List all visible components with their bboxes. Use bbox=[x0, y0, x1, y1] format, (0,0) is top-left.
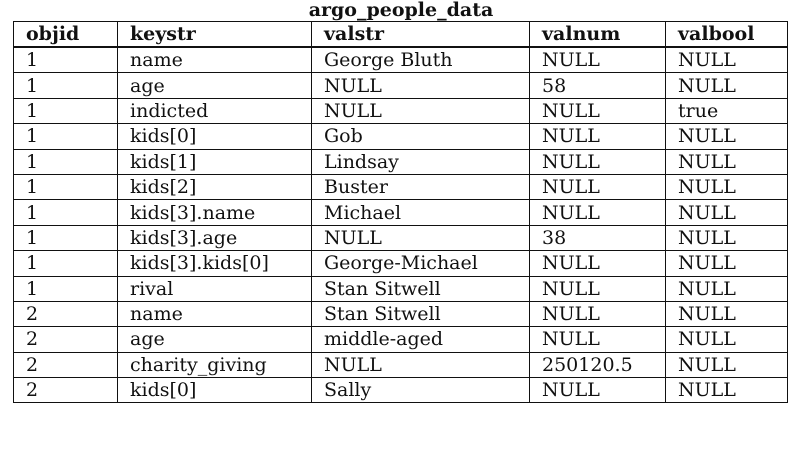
objid-cell: 1 bbox=[13, 72, 118, 99]
valnum-cell: NULL bbox=[529, 173, 666, 201]
keystr-cell: charity_giving bbox=[117, 351, 312, 379]
valstr-cell: Michael bbox=[311, 199, 530, 226]
table-row: 1 age NULL 58 NULL bbox=[13, 72, 788, 99]
valstr-cell: Lindsay bbox=[311, 148, 530, 175]
valstr-cell: middle-aged bbox=[311, 326, 530, 353]
column-header-valbool: valbool bbox=[665, 21, 788, 48]
table-row: 1 indicted NULL NULL true bbox=[13, 97, 788, 125]
table-caption: argo_people_data bbox=[308, 0, 494, 21]
objid-cell: 1 bbox=[13, 123, 118, 150]
valstr-cell: NULL bbox=[311, 224, 530, 252]
table-row: 1 kids[0] Gob NULL NULL bbox=[13, 123, 788, 150]
valbool-cell: NULL bbox=[665, 72, 788, 99]
table-row: 1 kids[3].kids[0] George-Michael NULL NULL bbox=[13, 250, 788, 277]
valnum-cell: 250120.5 bbox=[529, 351, 666, 379]
table-row: 1 rival Stan Sitwell NULL NULL bbox=[13, 275, 788, 302]
table-row: 1 kids[3].name Michael NULL NULL bbox=[13, 199, 788, 226]
valbool-cell: NULL bbox=[665, 123, 788, 150]
objid-cell: 2 bbox=[13, 351, 118, 379]
column-header-valnum: valnum bbox=[529, 21, 666, 48]
valbool-cell: NULL bbox=[665, 250, 788, 277]
keystr-cell: rival bbox=[117, 275, 312, 302]
keystr-cell: kids[0] bbox=[117, 377, 312, 404]
valstr-cell: Gob bbox=[311, 123, 530, 150]
valnum-cell: NULL bbox=[529, 250, 666, 277]
keystr-cell: name bbox=[117, 300, 312, 328]
objid-cell: 1 bbox=[13, 224, 118, 252]
objid-cell: 2 bbox=[13, 300, 118, 328]
valnum-cell: NULL bbox=[529, 46, 666, 74]
keystr-cell: age bbox=[117, 72, 312, 99]
objid-cell: 2 bbox=[13, 377, 118, 404]
valnum-cell: NULL bbox=[529, 275, 666, 302]
valbool-cell: NULL bbox=[665, 173, 788, 201]
table-row: 2 charity_giving NULL 250120.5 NULL bbox=[13, 351, 788, 379]
valbool-cell: NULL bbox=[665, 275, 788, 302]
keystr-cell: kids[3].name bbox=[117, 199, 312, 226]
valbool-cell: NULL bbox=[665, 148, 788, 175]
valbool-cell: true bbox=[665, 97, 788, 125]
valnum-cell: NULL bbox=[529, 300, 666, 328]
table-row: 1 name George Bluth NULL NULL bbox=[13, 46, 788, 74]
valnum-cell: NULL bbox=[529, 97, 666, 125]
keystr-cell: kids[3].kids[0] bbox=[117, 250, 312, 277]
valstr-cell: Sally bbox=[311, 377, 530, 404]
objid-cell: 1 bbox=[13, 250, 118, 277]
valbool-cell: NULL bbox=[665, 377, 788, 404]
objid-cell: 1 bbox=[13, 97, 118, 125]
table-row: 2 age middle-aged NULL NULL bbox=[13, 326, 788, 353]
table-row: 2 kids[0] Sally NULL NULL bbox=[13, 377, 788, 404]
objid-cell: 1 bbox=[13, 275, 118, 302]
keystr-cell: kids[1] bbox=[117, 148, 312, 175]
keystr-cell: kids[0] bbox=[117, 123, 312, 150]
keystr-cell: kids[3].age bbox=[117, 224, 312, 252]
valbool-cell: NULL bbox=[665, 199, 788, 226]
keystr-cell: kids[2] bbox=[117, 173, 312, 201]
valnum-cell: NULL bbox=[529, 199, 666, 226]
objid-cell: 1 bbox=[13, 199, 118, 226]
keystr-cell: age bbox=[117, 326, 312, 353]
valnum-cell: NULL bbox=[529, 123, 666, 150]
header-row: objid keystr valstr valnum valbool bbox=[13, 21, 788, 48]
objid-cell: 1 bbox=[13, 173, 118, 201]
valbool-cell: NULL bbox=[665, 46, 788, 74]
objid-cell: 1 bbox=[13, 46, 118, 74]
keystr-cell: name bbox=[117, 46, 312, 74]
objid-cell: 1 bbox=[13, 148, 118, 175]
column-header-objid: objid bbox=[13, 21, 118, 48]
table-body: 1 name George Bluth NULL NULL 1 age NULL 58 NULL 1… bbox=[13, 46, 788, 404]
valbool-cell: NULL bbox=[665, 326, 788, 353]
valstr-cell: Buster bbox=[311, 173, 530, 201]
valbool-cell: NULL bbox=[665, 224, 788, 252]
table-row: 1 kids[3].age NULL 38 NULL bbox=[13, 224, 788, 252]
valstr-cell: George Bluth bbox=[311, 46, 530, 74]
valstr-cell: NULL bbox=[311, 72, 530, 99]
table-row: 1 kids[1] Lindsay NULL NULL bbox=[13, 148, 788, 175]
valnum-cell: NULL bbox=[529, 377, 666, 404]
valstr-cell: Stan Sitwell bbox=[311, 300, 530, 328]
column-header-valstr: valstr bbox=[311, 21, 530, 48]
valnum-cell: 58 bbox=[529, 72, 666, 99]
column-header-keystr: keystr bbox=[117, 21, 312, 48]
valnum-cell: NULL bbox=[529, 326, 666, 353]
table-row: 1 kids[2] Buster NULL NULL bbox=[13, 173, 788, 201]
valnum-cell: 38 bbox=[529, 224, 666, 252]
valbool-cell: NULL bbox=[665, 300, 788, 328]
keystr-cell: indicted bbox=[117, 97, 312, 125]
valnum-cell: NULL bbox=[529, 148, 666, 175]
table-row: 2 name Stan Sitwell NULL NULL bbox=[13, 300, 788, 328]
argo-people-data-table: objid keystr valstr valnum valbool 1 name… bbox=[13, 21, 788, 404]
valstr-cell: Stan Sitwell bbox=[311, 275, 530, 302]
valbool-cell: NULL bbox=[665, 351, 788, 379]
valstr-cell: NULL bbox=[311, 97, 530, 125]
valstr-cell: George-Michael bbox=[311, 250, 530, 277]
objid-cell: 2 bbox=[13, 326, 118, 353]
valstr-cell: NULL bbox=[311, 351, 530, 379]
